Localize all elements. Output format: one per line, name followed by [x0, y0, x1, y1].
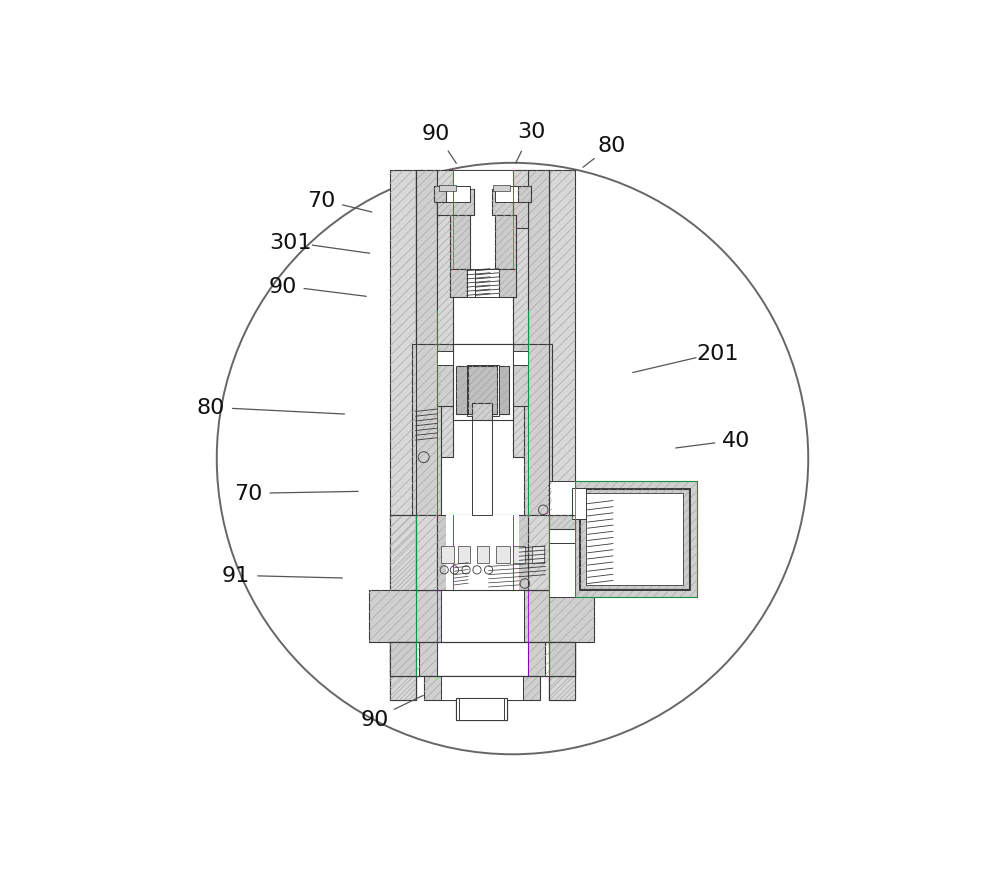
- Polygon shape: [524, 345, 552, 516]
- Polygon shape: [441, 547, 454, 563]
- Polygon shape: [437, 516, 528, 591]
- Polygon shape: [468, 367, 497, 415]
- Polygon shape: [549, 543, 575, 597]
- Polygon shape: [456, 367, 509, 415]
- Polygon shape: [450, 270, 467, 298]
- Polygon shape: [549, 171, 575, 700]
- Polygon shape: [412, 345, 441, 516]
- Polygon shape: [416, 171, 549, 202]
- Polygon shape: [390, 641, 419, 676]
- Text: 90: 90: [268, 276, 297, 297]
- Polygon shape: [549, 516, 575, 700]
- Polygon shape: [493, 185, 510, 191]
- Polygon shape: [532, 547, 544, 563]
- Polygon shape: [528, 171, 549, 516]
- Polygon shape: [458, 547, 470, 563]
- Polygon shape: [518, 187, 531, 203]
- Polygon shape: [545, 641, 575, 676]
- Polygon shape: [579, 488, 690, 591]
- Polygon shape: [477, 547, 489, 563]
- Text: 90: 90: [360, 709, 389, 729]
- Polygon shape: [586, 494, 683, 586]
- Polygon shape: [416, 516, 437, 591]
- Polygon shape: [441, 676, 523, 700]
- Polygon shape: [441, 591, 524, 641]
- Polygon shape: [369, 591, 594, 641]
- Polygon shape: [580, 490, 689, 589]
- Polygon shape: [495, 187, 531, 203]
- Text: 80: 80: [196, 398, 225, 418]
- Polygon shape: [434, 187, 446, 203]
- Polygon shape: [475, 270, 516, 298]
- Text: 70: 70: [234, 484, 262, 504]
- Text: 301: 301: [269, 233, 312, 253]
- Polygon shape: [575, 481, 697, 597]
- Polygon shape: [456, 698, 507, 720]
- Polygon shape: [437, 352, 453, 366]
- Polygon shape: [499, 270, 516, 298]
- Polygon shape: [390, 171, 416, 700]
- Polygon shape: [437, 171, 453, 458]
- Text: 201: 201: [696, 343, 739, 363]
- Polygon shape: [572, 488, 586, 519]
- Text: 70: 70: [307, 190, 335, 211]
- Polygon shape: [446, 516, 519, 591]
- Polygon shape: [453, 171, 512, 270]
- Polygon shape: [459, 698, 504, 720]
- Polygon shape: [439, 185, 456, 191]
- Text: 80: 80: [597, 136, 626, 156]
- Polygon shape: [390, 516, 416, 700]
- Polygon shape: [549, 516, 575, 529]
- Polygon shape: [549, 481, 575, 543]
- Polygon shape: [450, 270, 491, 298]
- Polygon shape: [390, 641, 416, 676]
- Polygon shape: [512, 352, 528, 366]
- Polygon shape: [492, 190, 512, 215]
- Polygon shape: [434, 187, 470, 203]
- Polygon shape: [437, 190, 474, 215]
- Polygon shape: [437, 641, 528, 676]
- Polygon shape: [467, 366, 499, 416]
- Polygon shape: [450, 215, 470, 270]
- Polygon shape: [512, 171, 528, 458]
- Polygon shape: [472, 415, 492, 516]
- Polygon shape: [512, 547, 525, 563]
- Polygon shape: [424, 676, 540, 700]
- Text: 40: 40: [722, 431, 751, 451]
- Text: 91: 91: [222, 565, 250, 586]
- Polygon shape: [528, 516, 549, 591]
- Text: 30: 30: [517, 122, 545, 143]
- Polygon shape: [495, 215, 516, 270]
- Polygon shape: [416, 171, 437, 516]
- Circle shape: [217, 164, 808, 755]
- Polygon shape: [549, 641, 575, 676]
- Polygon shape: [437, 345, 528, 407]
- Polygon shape: [453, 345, 512, 420]
- Polygon shape: [512, 195, 528, 229]
- Polygon shape: [496, 547, 510, 563]
- Polygon shape: [416, 641, 549, 676]
- Text: 90: 90: [422, 124, 450, 144]
- Polygon shape: [472, 403, 492, 420]
- Polygon shape: [456, 698, 507, 720]
- Polygon shape: [468, 367, 497, 415]
